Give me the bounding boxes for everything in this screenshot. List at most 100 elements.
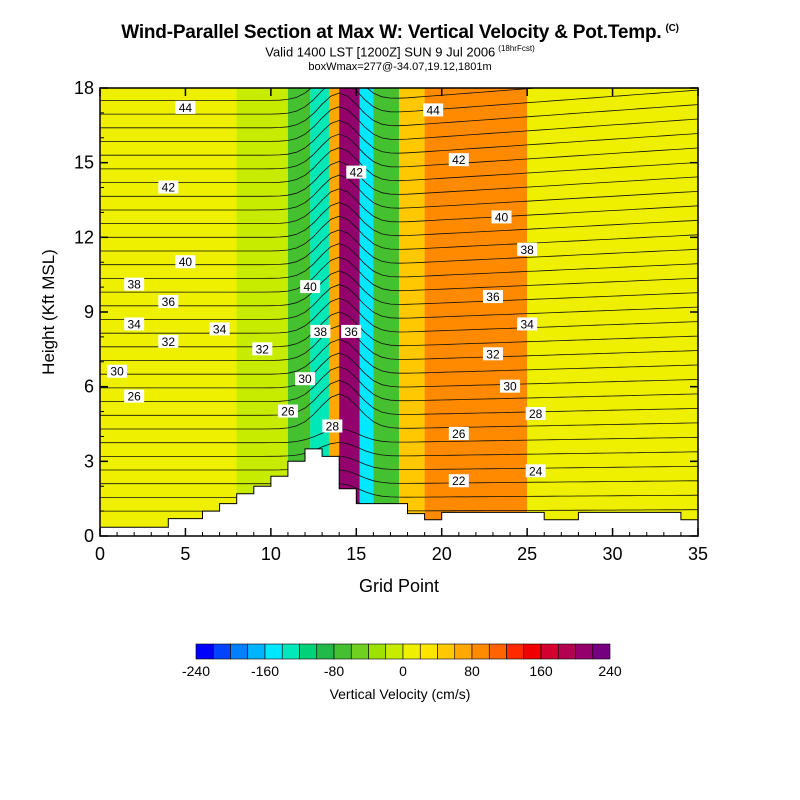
contour-label: 28 <box>525 407 546 421</box>
velocity-band <box>399 88 425 536</box>
isentrope-line <box>100 174 698 211</box>
colorbar-swatch <box>316 643 335 660</box>
isentrope-line <box>100 215 698 252</box>
velocity-band <box>339 88 360 536</box>
x-tick-label: 25 <box>517 544 537 564</box>
terrain-profile <box>100 448 698 536</box>
contour-label: 36 <box>482 290 503 304</box>
contour-label: 42 <box>158 180 179 195</box>
colorbar-tick-label: 160 <box>529 663 553 679</box>
colorbar-swatch <box>299 643 318 660</box>
forecast-hour: (18hrFcst) <box>498 44 535 53</box>
contour-label-text: 26 <box>281 405 295 419</box>
contour-label: 32 <box>482 347 503 361</box>
contour-label: 30 <box>500 379 521 394</box>
x-tick-label: 35 <box>688 544 708 564</box>
colorbar-swatch <box>281 643 300 660</box>
contour-labels: 44 44 42 42 42 40 40 40 38 38 38 36 36 36 34 34 34 32 32 32… <box>107 100 546 488</box>
contour-label: 36 <box>158 295 179 309</box>
isentrope-line <box>100 284 698 320</box>
valid-time: Valid 1400 LST [1200Z] SUN 9 Jul 2006 <box>265 44 496 60</box>
colorbar-swatch <box>368 643 387 660</box>
isentrope-line <box>100 147 698 183</box>
y-tick-label: 12 <box>74 227 94 247</box>
colorbar-swatch <box>264 643 283 660</box>
isentrope-contours <box>100 88 698 512</box>
contour-label: 38 <box>310 324 331 339</box>
isentrope-line <box>100 379 698 416</box>
isentrope-line <box>100 119 698 156</box>
isentrope-line <box>100 202 698 238</box>
contour-label: 40 <box>491 210 512 224</box>
x-tick-label: 20 <box>432 544 452 564</box>
x-axis-label: Grid Point <box>359 576 439 596</box>
contour-label-text: 38 <box>520 243 534 257</box>
contour-label-text: 40 <box>179 255 193 269</box>
colorbar-swatch <box>350 643 369 660</box>
contour-label-text: 36 <box>486 290 500 304</box>
isentrope-line <box>100 325 698 361</box>
colorbar-swatch <box>402 643 421 660</box>
colorbar-swatch <box>575 643 594 660</box>
contour-label-text: 34 <box>520 317 534 331</box>
isentrope-line <box>100 366 698 402</box>
colorbar-tick-label: -240 <box>182 663 210 679</box>
x-tick-label: 5 <box>180 544 190 564</box>
y-tick-label: 0 <box>84 526 94 546</box>
contour-label: 22 <box>448 474 469 488</box>
colorbar-tick-label: -80 <box>324 663 344 679</box>
contour-label-text: 40 <box>495 210 509 224</box>
x-tick-label: 10 <box>261 544 281 564</box>
contour-label-text: 40 <box>303 280 317 294</box>
contour-label: 32 <box>158 334 179 349</box>
colorbar-tick-label: 80 <box>464 663 480 679</box>
box-max-info: boxWmax=277@-34.07,19.12,1801m <box>308 61 492 73</box>
contour-label: 28 <box>322 419 343 433</box>
contour-label: 26 <box>277 404 298 419</box>
colorbar-swatch <box>195 643 214 660</box>
colorbar-swatch <box>523 643 542 660</box>
chart-subtitle: Valid 1400 LST [1200Z] SUN 9 Jul 2006 (18… <box>0 44 800 59</box>
contour-label-text: 36 <box>162 295 176 309</box>
colorbar-label: Vertical Velocity (cm/s) <box>330 686 471 702</box>
contour-label-text: 24 <box>529 464 543 478</box>
contour-label-text: 26 <box>127 390 141 404</box>
isentrope-line <box>100 133 698 170</box>
contour-label: 24 <box>525 464 546 478</box>
contour-label-text: 30 <box>298 372 312 386</box>
contour-label: 30 <box>107 364 128 379</box>
colorbar-swatch <box>557 643 576 660</box>
contour-label-text: 30 <box>503 380 517 394</box>
copyright-mark: (C) <box>665 22 679 34</box>
contour-label-text: 42 <box>350 166 364 180</box>
colorbar-swatch <box>230 643 249 660</box>
colorbar-swatch <box>592 643 611 660</box>
colorbar-swatch <box>385 643 404 660</box>
contour-label-text: 32 <box>486 347 500 361</box>
contour-label: 38 <box>517 242 538 257</box>
x-tick-label: 15 <box>346 544 366 564</box>
chart-title: Wind-Parallel Section at Max W: Vertical… <box>0 22 800 44</box>
y-tick-label: 3 <box>84 451 94 471</box>
contour-label-text: 44 <box>179 101 193 115</box>
x-tick-label: 30 <box>603 544 623 564</box>
velocity-band <box>527 88 698 536</box>
contour-label-text: 28 <box>529 407 543 421</box>
isentrope-line <box>100 160 698 197</box>
contour-label: 40 <box>175 255 196 269</box>
isentrope-line <box>100 106 698 142</box>
contour-label-text: 32 <box>162 335 176 349</box>
contour-label: 44 <box>175 100 196 115</box>
isentrope-line <box>100 428 698 444</box>
velocity-band <box>287 88 311 536</box>
contour-label: 42 <box>346 165 367 180</box>
isentrope-line <box>100 92 698 129</box>
contour-label: 42 <box>448 153 469 167</box>
contour-label-text: 38 <box>127 278 141 292</box>
isentrope-line <box>100 455 698 471</box>
y-axis-label: Height (Kft MSL) <box>39 249 58 375</box>
isentrope-line <box>100 483 698 498</box>
colorbar-swatch <box>212 643 231 660</box>
contour-label: 32 <box>252 342 273 356</box>
